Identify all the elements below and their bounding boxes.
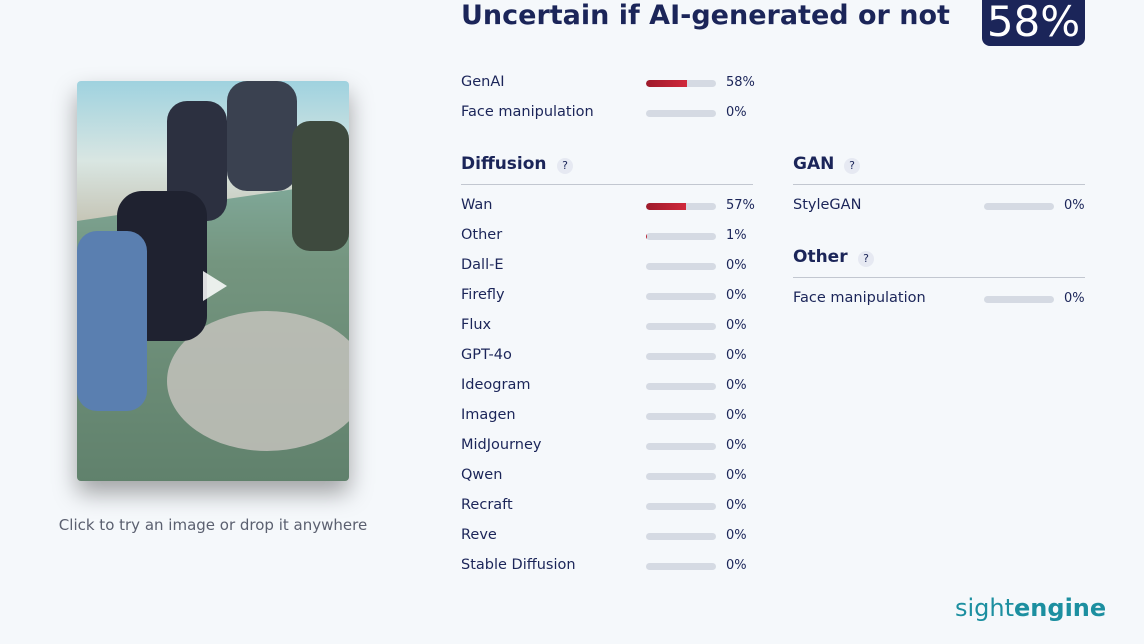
row-percent: 0% [726,438,747,453]
row-percent: 0% [1064,291,1085,306]
bar-track [984,296,1054,303]
help-icon[interactable]: ? [858,251,874,267]
bar-track [646,233,716,240]
row-label: Recraft [461,497,513,513]
row-percent: 1% [726,228,747,243]
row-label: GenAI [461,74,505,90]
row-percent: 0% [726,528,747,543]
upload-caption[interactable]: Click to try an image or drop it anywher… [58,516,368,534]
logo-bold: engine [1014,594,1107,622]
help-icon[interactable]: ? [557,158,573,174]
section-title: Other [793,247,848,267]
bar-track [984,203,1054,210]
photo [77,81,349,481]
bar-track [646,503,716,510]
row-percent: 0% [726,105,747,120]
row-percent: 0% [726,498,747,513]
bar-track [646,203,716,210]
bar-track [646,533,716,540]
row-percent: 0% [1064,198,1085,213]
row-label: Firefly [461,287,505,303]
section-title: GAN [793,154,835,174]
row-percent: 0% [726,318,747,333]
bar-track [646,353,716,360]
logo[interactable]: sightengine [955,594,1106,622]
bar-track [646,263,716,270]
row-label: Face manipulation [461,104,594,120]
row-percent: 0% [726,258,747,273]
row-label: Qwen [461,467,503,483]
row-label: Stable Diffusion [461,557,576,573]
row-percent: 0% [726,558,747,573]
row-percent: 58% [726,75,755,90]
bar-track [646,80,716,87]
bar-track [646,323,716,330]
row-label: Imagen [461,407,516,423]
score-badge: 58% [982,0,1085,46]
row-percent: 0% [726,348,747,363]
bar-track [646,563,716,570]
row-label: StyleGAN [793,197,862,213]
row-percent: 0% [726,378,747,393]
row-percent: 0% [726,288,747,303]
section-rule [461,184,753,185]
help-icon[interactable]: ? [844,158,860,174]
bar-track [646,383,716,390]
logo-light: sight [955,594,1015,622]
result-title: Uncertain if AI-generated or not [461,0,950,31]
bar-track [646,413,716,420]
bar-fill [646,80,687,87]
bar-fill [646,233,647,240]
bar-fill [646,203,686,210]
row-percent: 0% [726,468,747,483]
uploaded-image[interactable] [77,81,349,481]
row-label: GPT-4o [461,347,512,363]
row-label: MidJourney [461,437,542,453]
section-rule [793,184,1085,185]
row-label: Face manipulation [793,290,926,306]
bar-track [646,473,716,480]
row-label: Ideogram [461,377,531,393]
row-label: Reve [461,527,497,543]
bar-track [646,443,716,450]
bar-track [646,293,716,300]
row-label: Flux [461,317,492,333]
row-label: Wan [461,197,493,213]
row-percent: 0% [726,408,747,423]
row-percent: 57% [726,198,755,213]
section-rule [793,277,1085,278]
section-title: Diffusion [461,154,547,174]
bar-track [646,110,716,117]
row-label: Dall-E [461,257,504,273]
row-label: Other [461,227,503,243]
